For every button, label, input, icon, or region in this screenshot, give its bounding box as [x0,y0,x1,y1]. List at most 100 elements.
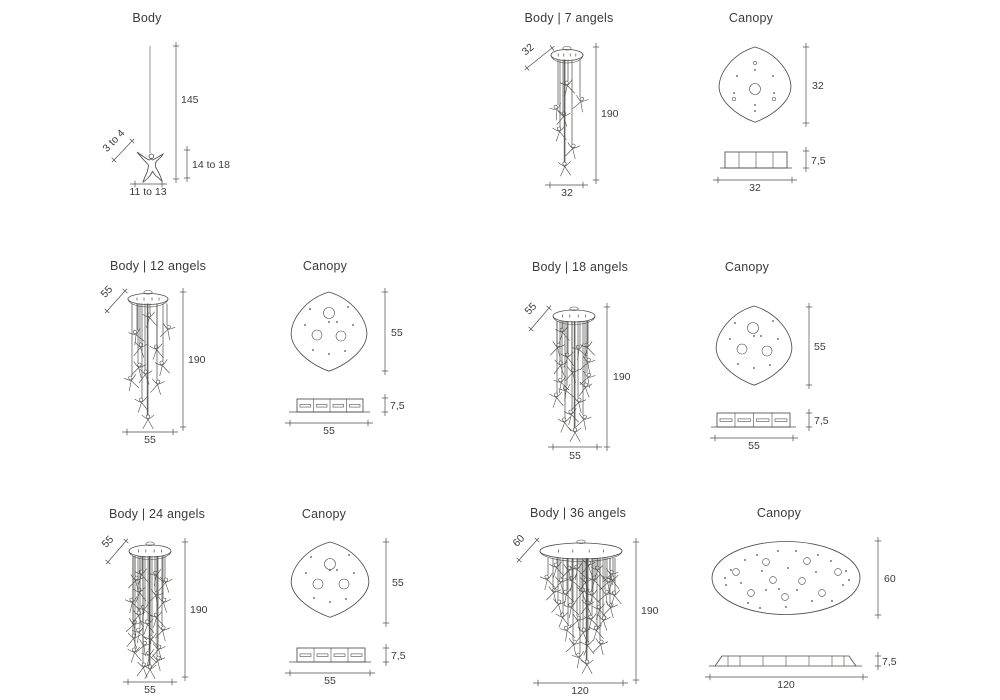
screw-hole [352,324,354,326]
dimension-plan_height: 55 [805,303,826,389]
cable-hole [736,343,748,355]
square-hole [732,97,736,101]
dim-label-width: 55 [323,425,335,437]
dim-label-plan_height: 55 [814,341,826,353]
screw-hole [305,572,307,574]
angel-figure [553,375,571,394]
dim-tick [516,557,522,563]
cable-hole [747,322,759,334]
canopy-plan [718,46,792,123]
side-slot [737,418,751,422]
screw-hole [329,601,331,603]
screw-hole [765,589,767,591]
cluster-b18 [548,306,597,443]
dim-label-drop_height: 145 [181,94,199,106]
screw-hole [310,556,312,558]
angel-figure [560,351,576,368]
dim-label-side_height: 7,5 [811,155,826,167]
canopy-knob [145,541,155,546]
angel-figure [153,624,171,642]
angel-figure [568,427,582,443]
screw-hole [740,582,742,584]
dimension-side_height: 7,5 [381,394,405,416]
dim-label-height: 190 [190,604,208,616]
screw-hole [736,75,738,77]
screw-hole [336,569,338,571]
angel-figure [563,600,581,619]
canopy-outline [290,291,368,372]
angel-figure [134,568,150,586]
screw-hole [744,559,746,561]
canopy-knob [562,46,572,51]
canopy-disc-rim [539,550,623,562]
dim-line [516,537,540,563]
canopy-plan [715,305,793,386]
canopy-disc [550,49,584,61]
cable-hole [762,558,770,566]
panel-title-body-24-angels: Body | 24 angels [109,507,205,521]
dim-tick [546,305,552,311]
dimension-height: 190 [603,303,631,451]
panel-title-canopy-32: Canopy [729,11,774,25]
screw-hole [734,322,736,324]
side-slot [774,418,788,422]
cable-hole [761,345,773,357]
angel-figure [154,359,172,377]
screw-hole [754,110,756,112]
cable-hole [338,578,350,590]
dim-label-width: 55 [144,684,156,696]
cable-hole [747,589,755,597]
canopy-plan [711,541,861,615]
angel-figure [143,664,157,680]
dimension-width: 55 [710,434,798,452]
dim-label-height: 190 [641,605,659,617]
screw-hole [336,321,338,323]
dim-line [105,538,129,565]
cable-hole [803,557,811,565]
dim-label-canopy_diameter: 60 [510,532,527,549]
cable-hole [818,589,826,597]
dim-tick [524,65,530,71]
angel-figure [141,414,155,430]
angel-figure [571,94,589,113]
screw-hole [772,320,774,322]
dim-label-canopy_diameter: 55 [99,533,116,550]
angel-figure [564,637,582,656]
canopy-disc [128,544,172,558]
dimension-plan_height: 55 [382,538,404,627]
screw-hole [845,570,847,572]
screw-hole [329,569,331,571]
dim-label-side_height: 7,5 [391,650,406,662]
angel-figure [549,391,565,409]
dim-label-width: 55 [748,440,760,452]
screw-hole [777,550,779,552]
screw-hole [778,588,780,590]
screw-hole [848,579,850,581]
screw-hole [724,577,726,579]
screw-hole [772,75,774,77]
angel-figure [555,110,571,128]
dim-label-height: 190 [613,371,631,383]
screw-hole [831,600,833,602]
dim-tick [549,45,555,51]
dimension-angel_width: 11 to 13 [129,180,167,198]
screw-hole [756,554,758,556]
dimension-canopy_diameter: 55 [99,533,129,565]
side-slot [299,404,311,408]
angel-figure [142,311,158,329]
dim-label-width: 32 [561,187,573,199]
dim-tick [123,538,129,544]
dimension-width: 32 [713,176,797,194]
side-profile [714,655,857,667]
screw-hole [345,598,347,600]
panel-title-canopy-55-b: Canopy [725,260,770,274]
screw-hole [796,589,798,591]
angel-figure [589,624,605,642]
angel-figure [552,576,568,594]
dimension-width: 32 [545,181,588,199]
screw-hole [312,349,314,351]
dim-label-width: 55 [144,434,156,446]
cable-hole [323,307,335,319]
screw-hole [842,584,844,586]
